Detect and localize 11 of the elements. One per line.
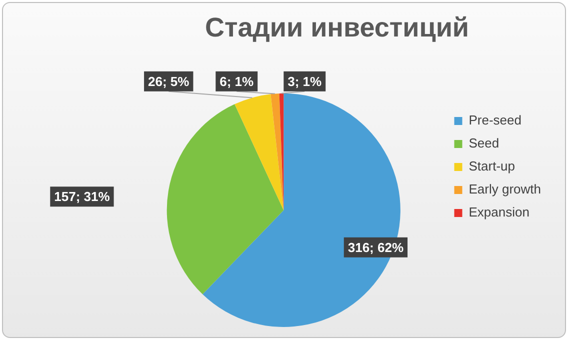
legend-label: Seed xyxy=(468,136,500,151)
chart-title: Стадии инвестиций xyxy=(204,12,470,43)
data-label: 157; 31% xyxy=(54,189,110,204)
data-label: 316; 62% xyxy=(348,240,404,255)
legend-label: Pre-seed xyxy=(468,112,522,128)
data-label: 26; 5% xyxy=(148,74,190,89)
legend-label: Expansion xyxy=(468,204,530,220)
legend-label: Start-up xyxy=(468,158,515,174)
legend-label: Early growth xyxy=(468,182,541,197)
data-label: 3; 1% xyxy=(288,74,322,89)
data-label: 6; 1% xyxy=(220,74,254,89)
